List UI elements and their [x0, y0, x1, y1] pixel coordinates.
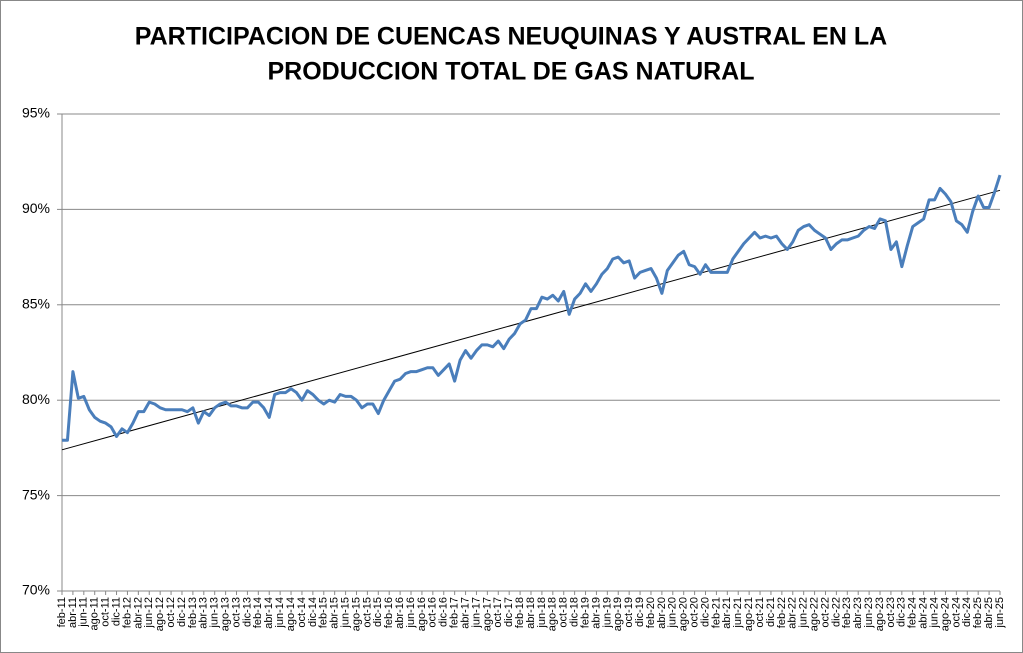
x-tick-label: oct-13: [230, 597, 242, 628]
x-tick-label: feb-22: [776, 597, 788, 628]
x-tick-label: oct-16: [427, 597, 439, 628]
x-tick-label: feb-18: [514, 597, 526, 628]
y-tick-label: 70%: [22, 582, 50, 598]
x-tick-label: oct-18: [558, 597, 570, 628]
x-tick-label: jun-16: [405, 597, 417, 629]
x-tick-label: ago-14: [285, 597, 297, 631]
x-tick-label: dic-21: [765, 597, 777, 627]
y-tick-label: 85%: [22, 296, 50, 312]
x-tick-label: dic-20: [699, 597, 711, 627]
x-tick-label: feb-13: [187, 597, 199, 628]
x-tick-label: oct-20: [689, 597, 701, 628]
x-tick-label: jun-19: [601, 597, 613, 629]
x-tick-label: dic-22: [830, 597, 842, 627]
x-tick-label: dic-23: [896, 597, 908, 627]
x-tick-label: jun-13: [209, 597, 221, 629]
x-tick-label: oct-23: [885, 597, 897, 628]
x-tick-label: ago-15: [350, 597, 362, 631]
y-tick-label: 75%: [22, 486, 50, 502]
x-tick-label: jun-12: [143, 597, 155, 629]
data-line: [62, 174, 1002, 442]
x-tick-label: jun-24: [928, 597, 940, 629]
x-tick-label: oct-22: [819, 597, 831, 628]
x-tick-label: jun-25: [994, 597, 1006, 629]
x-tick-label: feb-15: [318, 597, 330, 628]
x-tick-label: abr-23: [852, 597, 864, 629]
x-tick-label: ago-19: [612, 597, 624, 631]
x-tick-label: abr-13: [198, 597, 210, 629]
x-tick-label: dic-14: [307, 597, 319, 627]
x-tick-label: ago-13: [220, 597, 232, 631]
x-tick-label: dic-15: [372, 597, 384, 627]
x-tick-label: ago-20: [678, 597, 690, 631]
x-tick-label: jun-17: [470, 597, 482, 629]
x-tick-label: jun-15: [339, 597, 351, 629]
y-tick-label: 90%: [22, 200, 50, 216]
x-tick-label: abr-17: [459, 597, 471, 629]
x-tick-label: ago-17: [481, 597, 493, 631]
x-tick-label: abr-22: [787, 597, 799, 629]
y-tick-label: 80%: [22, 391, 50, 407]
x-tick-label: abr-19: [590, 597, 602, 629]
x-tick-label: jun-14: [274, 597, 286, 629]
x-tick-label: feb-20: [645, 597, 657, 628]
x-tick-label: oct-21: [754, 597, 766, 628]
x-tick-label: oct-24: [950, 597, 962, 628]
x-tick-label: abr-20: [656, 597, 668, 629]
x-tick-label: feb-11: [56, 597, 68, 627]
x-tick-label: oct-17: [492, 597, 504, 628]
x-tick-label: jun-20: [667, 597, 679, 629]
x-tick-label: feb-21: [710, 597, 722, 628]
x-tick-label: oct-14: [296, 597, 308, 628]
x-tick-label: ago-21: [743, 597, 755, 631]
x-tick-label: feb-24: [907, 597, 919, 628]
x-tick-label: oct-12: [165, 597, 177, 628]
x-tick-label: ago-12: [154, 597, 166, 631]
x-tick-label: dic-12: [176, 597, 188, 627]
x-tick-label: dic-11: [110, 597, 122, 626]
chart-title: PARTICIPACION DE CUENCAS NEUQUINAS Y AUS…: [135, 23, 887, 51]
y-tick-label: 95%: [22, 105, 50, 121]
x-tick-label: dic-17: [503, 597, 515, 627]
x-tick-label: jun-11: [78, 597, 90, 628]
x-tick-label: jun-23: [863, 597, 875, 629]
x-tick-label: oct-11: [100, 597, 112, 627]
chart-title: PRODUCCION TOTAL DE GAS NATURAL: [267, 58, 754, 86]
x-tick-label: jun-21: [732, 597, 744, 629]
x-tick-label: feb-19: [579, 597, 591, 628]
x-tick-label: dic-18: [569, 597, 581, 627]
x-tick-label: abr-15: [329, 597, 341, 629]
x-tick-label: feb-16: [383, 597, 395, 628]
x-tick-label: ago-22: [808, 597, 820, 631]
x-tick-label: dic-16: [438, 597, 450, 627]
x-tick-label: abr-25: [983, 597, 995, 629]
x-tick-label: abr-21: [721, 597, 733, 629]
x-tick-label: feb-14: [252, 597, 264, 628]
x-tick-label: feb-25: [972, 597, 984, 628]
x-tick-label: feb-17: [449, 597, 461, 628]
x-tick-label: ago-18: [547, 597, 559, 631]
x-tick-label: oct-19: [623, 597, 635, 628]
x-tick-label: dic-24: [961, 597, 973, 627]
x-tick-label: ago-23: [874, 597, 886, 631]
x-tick-label: abr-14: [263, 597, 275, 629]
x-tick-label: abr-11: [67, 597, 79, 628]
x-tick-label: dic-19: [634, 597, 646, 627]
x-tick-label: ago-24: [939, 597, 951, 631]
x-tick-label: ago-11: [89, 597, 101, 630]
x-tick-label: abr-18: [525, 597, 537, 629]
x-tick-label: abr-24: [918, 597, 930, 629]
x-tick-label: jun-22: [798, 597, 810, 629]
x-tick-label: abr-16: [394, 597, 406, 629]
x-tick-label: abr-12: [132, 597, 144, 629]
x-tick-label: feb-12: [121, 597, 133, 628]
x-tick-label: feb-23: [841, 597, 853, 628]
x-tick-label: ago-16: [416, 597, 428, 631]
x-tick-label: dic-13: [241, 597, 253, 627]
x-tick-label: jun-18: [536, 597, 548, 629]
x-tick-label: oct-15: [361, 597, 373, 628]
